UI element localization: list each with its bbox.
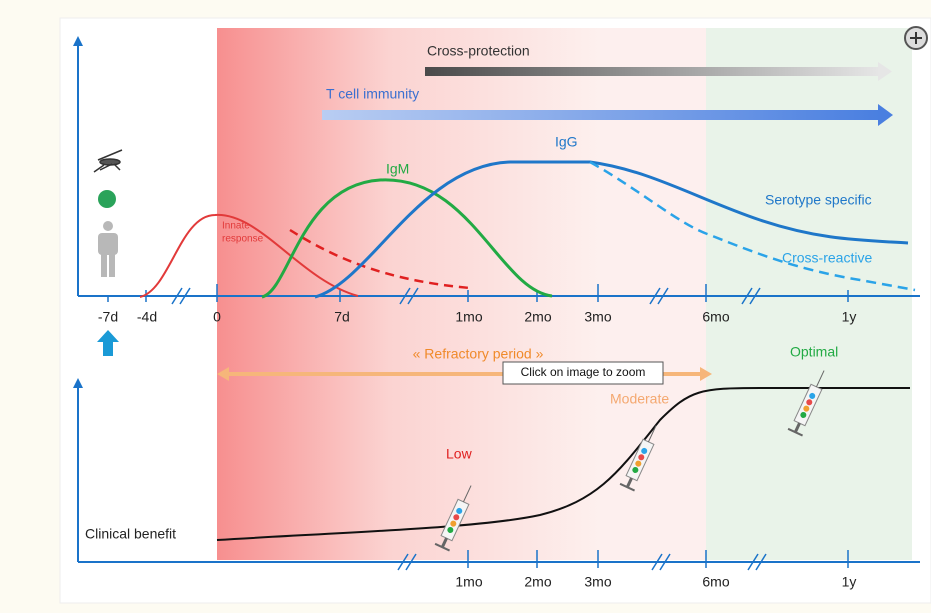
label: Serotype specific	[765, 192, 872, 208]
tick-label: 1mo	[455, 309, 482, 325]
label: Optimal	[790, 344, 838, 360]
tick-label: -4d	[137, 309, 157, 325]
tick-label: 6mo	[702, 574, 729, 590]
cross-protection-bar	[425, 67, 880, 76]
tick-label: 1y	[842, 309, 857, 325]
tick-label: 3mo	[584, 574, 611, 590]
label: IgM	[386, 161, 409, 177]
zoom-button[interactable]	[905, 27, 927, 49]
label: « Refractory period »	[413, 346, 544, 362]
background-mid	[600, 28, 706, 560]
tick-label: 0	[213, 309, 221, 325]
label: Clinical benefit	[85, 526, 176, 542]
tooltip: Click on image to zoom	[521, 365, 646, 379]
label: IgG	[555, 134, 578, 150]
virus-icon	[98, 190, 116, 208]
figure: Cross-protection T cell immunity -7d -4d…	[0, 0, 931, 608]
tick-label: 3mo	[584, 309, 611, 325]
tick-label: 1mo	[455, 574, 482, 590]
t-cell-bar	[322, 110, 880, 120]
tick-label: 7d	[334, 309, 350, 325]
tick-label: 1y	[842, 574, 857, 590]
page: Cross-protection T cell immunity -7d -4d…	[0, 0, 931, 608]
label: Cross-reactive	[782, 250, 872, 266]
label: Cross-protection	[427, 43, 530, 59]
tick-label: 2mo	[524, 574, 551, 590]
label: Moderate	[610, 391, 669, 407]
label: Innate	[222, 221, 250, 232]
tick-label: 6mo	[702, 309, 729, 325]
tick-label: 2mo	[524, 309, 551, 325]
tick-label: -7d	[98, 309, 118, 325]
label: Low	[446, 446, 473, 462]
label: T cell immunity	[326, 86, 419, 102]
label: response	[222, 234, 264, 245]
